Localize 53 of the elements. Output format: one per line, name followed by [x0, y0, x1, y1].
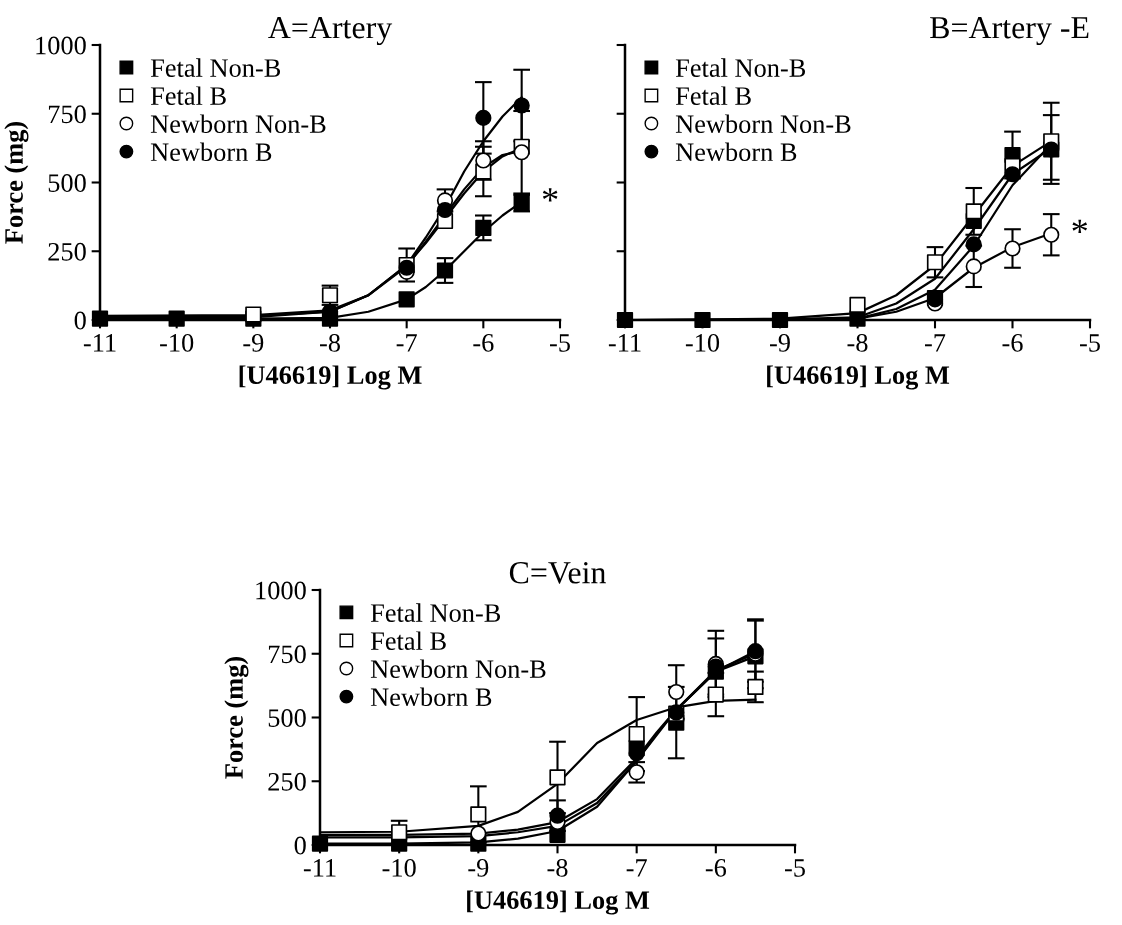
x-tick-label: -5	[784, 859, 805, 877]
chart-title: C=Vein	[509, 562, 606, 584]
legend-label: Newborn B	[150, 142, 272, 162]
legend-label: Fetal Non-B	[150, 58, 281, 77]
legend-label: Fetal B	[370, 631, 446, 650]
x-tick-label: -8	[547, 858, 568, 877]
annotation: *	[542, 188, 558, 202]
y-axis-title: Force (mg)	[4, 121, 29, 244]
x-tick-label: -6	[705, 859, 727, 877]
chart-title: A=Artery	[268, 17, 393, 45]
x-tick-label: -6	[473, 334, 494, 352]
x-tick-label: -6	[1002, 334, 1023, 352]
x-tick-label: -5	[549, 334, 570, 352]
x-tick-label: -9	[769, 334, 790, 352]
x-tick-label: -7	[626, 859, 647, 877]
y-tick-label: 250	[48, 242, 86, 261]
legend-label: Newborn Non-B	[150, 114, 326, 134]
legend-label: Newborn B	[370, 687, 492, 707]
legend-label: Newborn Non-B	[675, 114, 851, 134]
legend-label: Fetal Non-B	[370, 603, 501, 622]
y-tick-label: 1000	[36, 36, 86, 55]
x-axis-title: [U46619] Log M	[467, 890, 650, 915]
x-tick-label: -5	[1079, 334, 1100, 352]
x-axis-title: [U46619] Log M	[239, 365, 422, 390]
x-tick-label: -11	[303, 859, 336, 877]
y-tick-label: 750	[48, 105, 86, 124]
x-axis-title: [U46619] Log M	[767, 365, 950, 390]
legend-label: Fetal B	[150, 86, 226, 105]
y-tick-label: 750	[268, 645, 306, 664]
y-tick-label: 250	[268, 772, 306, 791]
chart-title: B=Artery -E	[930, 17, 1089, 45]
x-tick-label: -9	[243, 334, 264, 352]
annotation: *	[1072, 219, 1088, 234]
x-tick-label: -7	[396, 334, 417, 352]
x-tick-label: -10	[685, 333, 720, 352]
y-tick-label: 500	[48, 174, 86, 192]
x-tick-label: -11	[608, 334, 641, 352]
x-tick-label: -8	[319, 333, 340, 352]
x-tick-label: -10	[160, 333, 194, 352]
y-tick-label: 500	[268, 709, 306, 727]
x-tick-label: -7	[924, 334, 946, 352]
x-tick-label: -9	[468, 859, 489, 877]
y-tick-label: 0	[294, 836, 306, 855]
legend-label: Newborn Non-B	[370, 659, 546, 679]
y-tick-label: 0	[74, 311, 86, 330]
x-tick-label: -11	[83, 334, 116, 352]
y-tick-label: 1000	[256, 581, 306, 600]
legend-label: Newborn B	[675, 142, 797, 162]
x-tick-label: -10	[382, 858, 416, 877]
y-axis-title: Force (mg)	[224, 656, 249, 779]
legend-label: Fetal B	[675, 86, 751, 105]
legend-label: Fetal Non-B	[675, 58, 806, 77]
x-tick-label: -8	[847, 333, 868, 352]
